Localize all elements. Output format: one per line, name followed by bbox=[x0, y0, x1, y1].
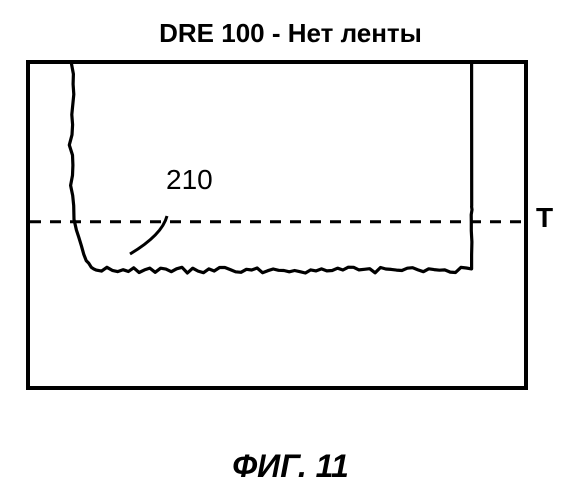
chart-title: DRE 100 - Нет ленты bbox=[0, 18, 581, 49]
threshold-label: T bbox=[536, 202, 553, 234]
plot-svg bbox=[30, 64, 524, 386]
curve-callout-label: 210 bbox=[166, 164, 213, 196]
figure-caption: ФИГ. 11 bbox=[0, 448, 581, 485]
plot-area bbox=[26, 60, 528, 390]
